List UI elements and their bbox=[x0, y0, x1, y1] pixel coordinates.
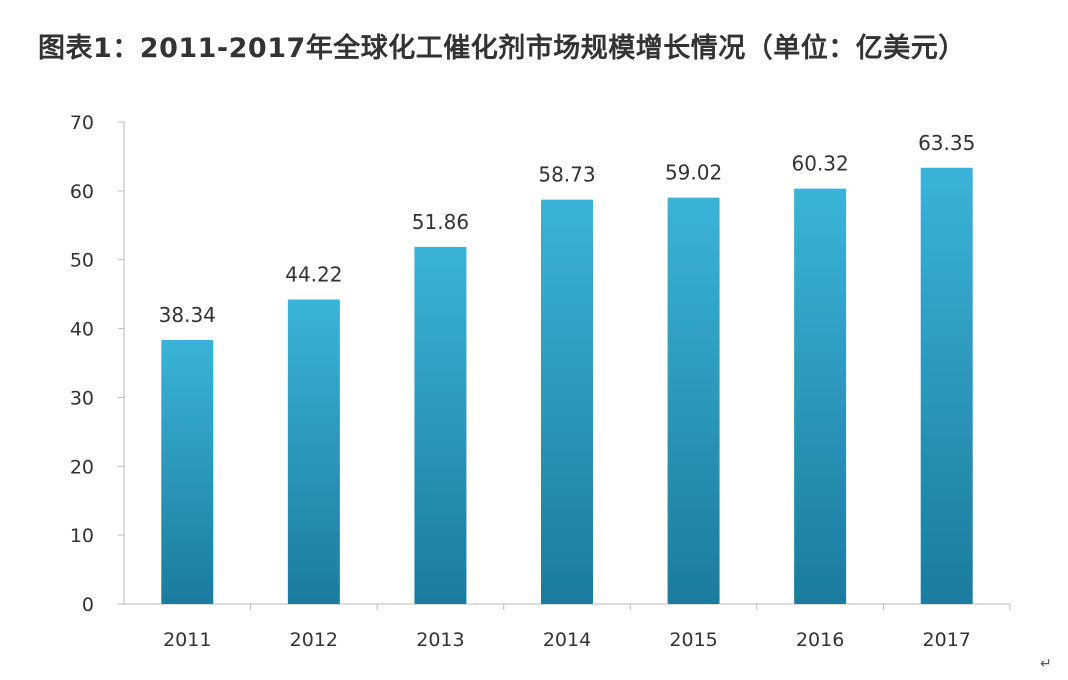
y-tick-label: 10 bbox=[70, 525, 94, 547]
y-tick-label: 20 bbox=[70, 456, 94, 478]
y-tick-label: 50 bbox=[70, 250, 94, 272]
x-tick-label: 2012 bbox=[290, 629, 338, 651]
data-label-2014: 58.73 bbox=[538, 163, 595, 187]
data-label-2012: 44.22 bbox=[285, 263, 342, 287]
data-label-2016: 60.32 bbox=[792, 152, 849, 176]
data-label-2011: 38.34 bbox=[159, 303, 216, 327]
x-tick-label: 2016 bbox=[796, 629, 844, 651]
y-tick-label: 30 bbox=[70, 387, 94, 409]
bar-2013 bbox=[414, 246, 467, 604]
data-label-2013: 51.86 bbox=[412, 210, 469, 234]
bar-2017 bbox=[920, 167, 973, 605]
y-tick-label: 70 bbox=[70, 112, 94, 134]
chart-title: 图表1：2011-2017年全球化工催化剂市场规模增长情况（单位：亿美元） bbox=[38, 33, 966, 64]
data-label-2017: 63.35 bbox=[918, 131, 975, 155]
return-mark: ↵ bbox=[1040, 656, 1052, 672]
bar-2015 bbox=[667, 197, 720, 604]
y-tick-label: 0 bbox=[82, 594, 94, 616]
y-tick-label: 60 bbox=[70, 181, 94, 203]
x-tick-label: 2011 bbox=[163, 629, 211, 651]
x-tick-label: 2013 bbox=[416, 629, 464, 651]
data-label-2015: 59.02 bbox=[665, 161, 722, 185]
x-tick-label: 2017 bbox=[923, 629, 971, 651]
bar-2016 bbox=[794, 188, 847, 604]
y-tick-label: 40 bbox=[70, 319, 94, 341]
bar-2011 bbox=[161, 340, 214, 604]
bar-2012 bbox=[287, 299, 340, 604]
bar-2014 bbox=[541, 199, 593, 605]
x-tick-label: 2014 bbox=[543, 629, 591, 651]
x-tick-label: 2015 bbox=[669, 629, 717, 651]
